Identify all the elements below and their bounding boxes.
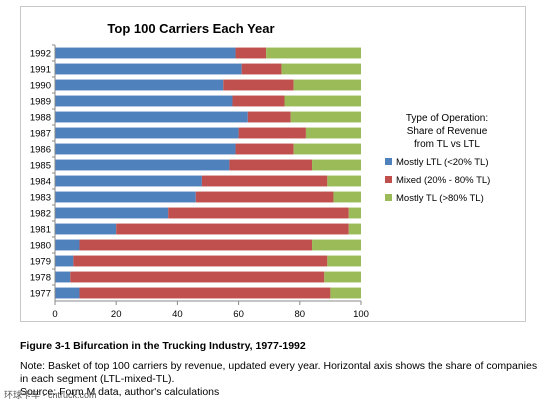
- y-tick-label: 1983: [30, 193, 51, 204]
- chart-frame: Top 100 Carriers Each Year 1992 1991 1990 1…: [20, 6, 526, 322]
- y-tick-label: 1979: [30, 257, 51, 268]
- bars-group: [55, 47, 361, 299]
- caption-title: Figure 3-1 Bifurcation in the Trucking I…: [20, 340, 306, 352]
- y-tick-label: 1984: [30, 177, 51, 188]
- bar-1980-series-2: [312, 239, 361, 251]
- y-tick-label: 1989: [30, 97, 51, 108]
- y-tick-label: 1991: [30, 65, 51, 76]
- legend-title-line: Share of Revenue: [407, 126, 488, 137]
- bar-1978-series-2: [324, 271, 361, 283]
- legend-swatch: [385, 176, 392, 183]
- bar-1981-series-0: [55, 223, 117, 235]
- legend-title-line: from TL vs LTL: [414, 139, 480, 150]
- bar-1986-series-0: [55, 143, 236, 155]
- bar-1988-series-1: [247, 111, 291, 123]
- bar-1979-series-0: [55, 255, 74, 267]
- bar-1990-series-1: [223, 79, 294, 91]
- bar-1986-series-1: [235, 143, 294, 155]
- bar-1992-series-2: [266, 47, 361, 59]
- caption-source: Source: Form M data, author's calculatio…: [20, 386, 220, 398]
- y-tick-label: 1986: [30, 145, 51, 156]
- y-tick-label: 1978: [30, 273, 51, 284]
- bar-1979-series-2: [327, 255, 361, 267]
- bar-1977-series-0: [55, 287, 80, 299]
- chart: Top 100 Carriers Each Year 1992199119901…: [30, 21, 490, 320]
- bar-1977-series-2: [330, 287, 361, 299]
- x-tick-label: 100: [353, 309, 369, 320]
- bar-1977-series-1: [79, 287, 331, 299]
- y-tick-label: 1981: [30, 225, 51, 236]
- legend-entry-label: Mostly LTL (<20% TL): [396, 157, 488, 168]
- bar-1980-series-0: [55, 239, 80, 251]
- bar-1986-series-2: [293, 143, 361, 155]
- bar-1991-series-0: [55, 63, 242, 75]
- bar-1985-series-0: [55, 159, 230, 171]
- bar-1978-series-0: [55, 271, 71, 283]
- y-tick-label: 1990: [30, 81, 51, 92]
- y-tick-label: 1992: [30, 49, 51, 60]
- figure-caption: Figure 3-1 Bifurcation in the Trucking I…: [20, 340, 540, 399]
- bar-1992-series-1: [235, 47, 267, 59]
- bar-1983-series-1: [195, 191, 334, 203]
- bar-1990-series-2: [293, 79, 361, 91]
- bar-1987-series-1: [238, 127, 306, 139]
- y-tick-label: 1982: [30, 209, 51, 220]
- bar-1984-series-1: [201, 175, 328, 187]
- y-tick-label: 1985: [30, 161, 51, 172]
- bar-1981-series-1: [116, 223, 349, 235]
- bar-1992-series-0: [55, 47, 236, 59]
- bar-1987-series-0: [55, 127, 239, 139]
- bar-1985-series-1: [229, 159, 313, 171]
- y-tick-label: 1988: [30, 113, 51, 124]
- legend-swatch: [385, 194, 392, 201]
- legend: Type of Operation: Share of Revenue from T…: [385, 113, 490, 204]
- legend-title-line: Type of Operation:: [406, 113, 488, 124]
- legend-swatch: [385, 158, 392, 165]
- bar-1989-series-2: [284, 95, 361, 107]
- x-tick-label: 60: [233, 309, 244, 320]
- x-tick-label: 40: [172, 309, 183, 320]
- x-tick-label: 0: [52, 309, 57, 320]
- bar-1990-series-0: [55, 79, 224, 91]
- bar-1982-series-2: [348, 207, 361, 219]
- chart-title: Top 100 Carriers Each Year: [107, 21, 274, 36]
- bar-1989-series-1: [232, 95, 285, 107]
- bar-1991-series-2: [281, 63, 361, 75]
- x-tick-label: 80: [295, 309, 306, 320]
- bar-1982-series-1: [168, 207, 349, 219]
- bar-1978-series-1: [70, 271, 325, 283]
- bar-1984-series-2: [327, 175, 361, 187]
- bar-1981-series-2: [348, 223, 361, 235]
- bar-1991-series-1: [241, 63, 282, 75]
- bar-1989-series-0: [55, 95, 233, 107]
- bar-1983-series-2: [333, 191, 361, 203]
- bar-1984-series-0: [55, 175, 202, 187]
- legend-entry-label: Mostly TL (>80% TL): [396, 193, 484, 204]
- bar-1980-series-1: [79, 239, 313, 251]
- watermark: 环球卡车 - cntruck.com: [4, 390, 97, 400]
- axes-group: 1992 1991 1990 1989 1988 1987 1986 1985 1984 1983…: [30, 44, 369, 320]
- caption-note: Note: Basket of top 100 carriers by reve…: [20, 360, 538, 385]
- bar-1983-series-0: [55, 191, 196, 203]
- x-tick-label: 20: [111, 309, 122, 320]
- bar-1988-series-2: [290, 111, 361, 123]
- bar-1988-series-0: [55, 111, 248, 123]
- bar-1985-series-2: [312, 159, 361, 171]
- y-tick-label: 1977: [30, 289, 51, 300]
- y-tick-label: 1980: [30, 241, 51, 252]
- y-tick-label: 1987: [30, 129, 51, 140]
- bar-1987-series-2: [305, 127, 361, 139]
- bar-1982-series-0: [55, 207, 169, 219]
- legend-entry-label: Mixed (20% - 80% TL): [396, 175, 490, 186]
- bar-1979-series-1: [73, 255, 328, 267]
